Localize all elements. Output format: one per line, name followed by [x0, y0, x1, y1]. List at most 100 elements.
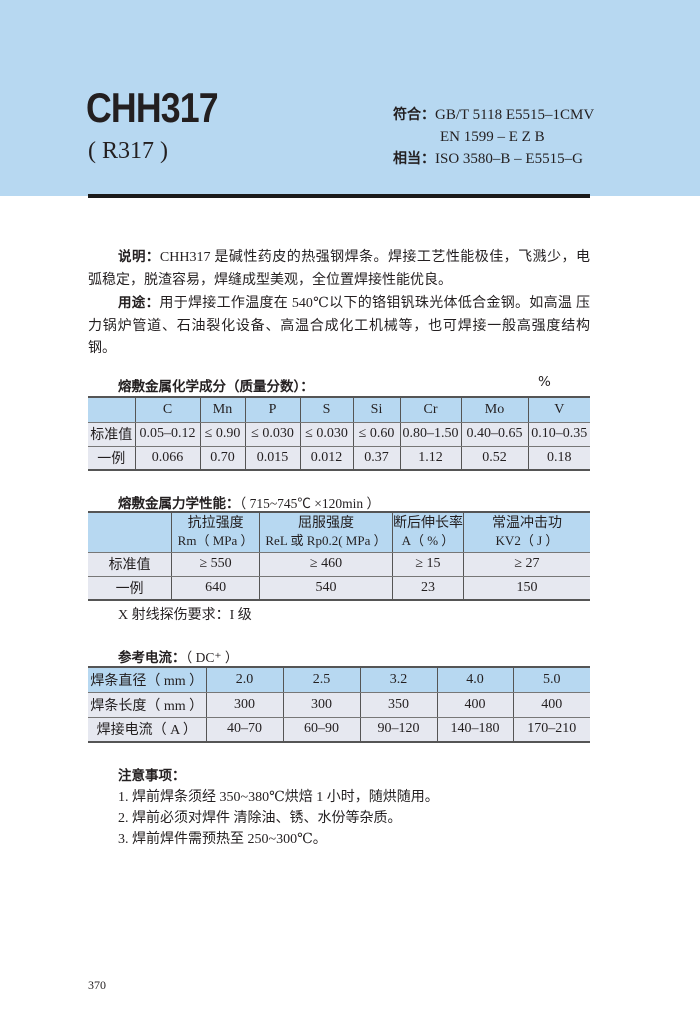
- table-cell: ≥ 550: [171, 552, 260, 577]
- table-cell: 3.2: [359, 667, 437, 693]
- table-cell: [88, 397, 135, 423]
- table-cell: 0.18: [527, 446, 590, 471]
- header-line: 常温冲击功: [491, 516, 562, 532]
- table-cell: 350: [359, 692, 437, 718]
- header-line: 抗拉强度: [187, 516, 244, 532]
- usage-label: 用途：: [118, 295, 160, 311]
- table-cell: 焊接电流（ A ）: [88, 717, 206, 743]
- header-line: 屈服强度: [298, 516, 354, 532]
- header-cell: 常温冲击功 KV2（ J ）: [462, 512, 590, 553]
- table-row: C Mn P S Si Cr Mo V: [88, 397, 590, 423]
- table-cell: 0.52: [460, 446, 528, 471]
- table-cell: 0.70: [199, 446, 245, 471]
- table-cell: 一例: [88, 446, 135, 471]
- table-row: 焊条长度（ mm ） 300 300 350 400 400: [88, 692, 590, 718]
- table-cell: 400: [436, 692, 513, 718]
- table-row: 标准值 0.05–0.12 ≤ 0.90 ≤ 0.030 ≤ 0.030 ≤ 0.60 0.…: [88, 422, 590, 447]
- conform-label: 符合：: [393, 107, 435, 123]
- table-cell: 0.015: [244, 446, 300, 471]
- table-cell: 一例: [88, 576, 172, 601]
- table-cell: Cr: [399, 397, 461, 423]
- chem-unit: %: [538, 374, 551, 390]
- table-cell: 0.37: [352, 446, 400, 471]
- table-cell: 300: [282, 692, 360, 718]
- equiv-label: 相当：: [393, 151, 435, 167]
- table-cell: 60–90: [282, 717, 360, 743]
- current-caption: 参考电流：（ DC⁺ ）: [118, 646, 238, 666]
- notes: 注意事项： 1. 焊前焊条须经 350~380℃烘焙 1 小时，随烘随用。 2.…: [118, 766, 439, 850]
- header-cell: 屈服强度 ReL 或 Rp0.2( MPa ）: [259, 512, 393, 553]
- header-line: KV2（ J ）: [495, 533, 559, 549]
- table-row: 一例 640 540 23 150: [88, 576, 590, 601]
- table-cell: 2.5: [282, 667, 360, 693]
- table-cell: C: [134, 397, 200, 423]
- header-cell: 抗拉强度 Rm（ MPa ）: [171, 512, 260, 553]
- table-row: 一例 0.066 0.70 0.015 0.012 0.37 1.12 0.52 0.18: [88, 446, 590, 471]
- table-cell: 1.12: [399, 446, 461, 471]
- description-text: CHH317 是碱性药皮的热强钢焊条。焊接工艺性能极佳，飞溅少，电弧稳定，脱渣容…: [88, 250, 590, 288]
- table-cell: 焊条直径（ mm ）: [88, 667, 206, 693]
- notes-heading: 注意事项：: [118, 768, 186, 784]
- table-header-row: 抗拉强度 Rm（ MPa ）屈服强度 ReL 或 Rp0.2( MPa ）断后伸长率…: [88, 512, 590, 553]
- table-cell: 150: [462, 576, 590, 601]
- table-cell: 4.0: [436, 667, 513, 693]
- table-cell: ≤ 0.90: [199, 422, 245, 447]
- table-cell: 焊条长度（ mm ）: [88, 692, 206, 718]
- mech-caption: 熔敷金属力学性能：（ 715~745℃ ×120min ）: [118, 492, 380, 512]
- table-cell: 0.40–0.65: [460, 422, 528, 447]
- table-cell: 0.10–0.35: [527, 422, 590, 447]
- page-number: 370: [88, 978, 106, 992]
- current-table: 焊条直径（ mm ） 2.0 2.5 3.2 4.0 5.0 焊条长度（ mm ） 300 30…: [88, 666, 590, 743]
- description-block: 说明：CHH317 是碱性药皮的热强钢焊条。焊接工艺性能极佳，飞溅少，电弧稳定，…: [88, 246, 590, 361]
- table-cell: ≥ 460: [259, 552, 393, 577]
- table-cell: ≥ 27: [462, 552, 590, 577]
- header-line: A（ % ）: [401, 533, 455, 549]
- table-row: 焊接电流（ A ） 40–70 60–90 90–120 140–180 170–210: [88, 717, 590, 743]
- header-band: [0, 0, 700, 196]
- table-cell: ≤ 0.030: [299, 422, 353, 447]
- header-rule: [88, 194, 590, 198]
- chem-table: C Mn P S Si Cr Mo V 标准值 0.05–0.12 ≤ 0.90 ≤ 0.030 ≤ 0…: [88, 396, 590, 471]
- mech-table: 抗拉强度 Rm（ MPa ）屈服强度 ReL 或 Rp0.2( MPa ）断后伸长率…: [88, 511, 590, 601]
- table-cell: 40–70: [205, 717, 283, 743]
- usage-text: 用于焊接工作温度在 540℃以下的铬钼钒珠光体低合金钢。如高温 压力锅炉管道、石…: [88, 296, 591, 356]
- table-cell: 640: [171, 576, 260, 601]
- table-cell: 标准值: [88, 552, 172, 577]
- table-cell: 0.05–0.12: [134, 422, 200, 447]
- table-cell: Si: [352, 397, 400, 423]
- table-cell: ≤ 0.60: [352, 422, 400, 447]
- current-type: （ DC⁺ ）: [185, 650, 239, 665]
- table-cell: Mo: [460, 397, 528, 423]
- table-cell: 0.012: [299, 446, 353, 471]
- table-cell: 540: [259, 576, 393, 601]
- xray-requirement: X 射线探伤要求：I 级: [118, 608, 252, 623]
- standards: 符合：GB/T 5118 E5515–1CMV EN 1599 – E Z B …: [393, 104, 594, 170]
- product-title: CHH317: [86, 84, 219, 131]
- description-label: 说明：: [118, 249, 160, 265]
- table-cell: 标准值: [88, 422, 135, 447]
- conform-1: GB/T 5118 E5515–1CMV: [435, 107, 595, 123]
- note-item: 1. 焊前焊条须经 350~380℃烘焙 1 小时，随烘随用。: [118, 790, 439, 805]
- current-caption-text: 参考电流：: [118, 650, 186, 666]
- table-cell: V: [527, 397, 590, 423]
- table-row: 标准值 ≥ 550 ≥ 460 ≥ 15 ≥ 27: [88, 552, 590, 577]
- header-line: ReL 或 Rp0.2( MPa ）: [265, 533, 387, 549]
- table-cell: 300: [205, 692, 283, 718]
- mech-condition: （ 715~745℃ ×120min ）: [239, 496, 381, 511]
- table-cell: ≥ 15: [391, 552, 464, 577]
- table-cell: 23: [391, 576, 464, 601]
- table-cell: P: [244, 397, 300, 423]
- equiv: ISO 3580–B – E5515–G: [435, 151, 583, 167]
- table-cell: ≤ 0.030: [244, 422, 300, 447]
- table-cell: Mn: [199, 397, 245, 423]
- table-cell: S: [299, 397, 353, 423]
- table-cell: 0.066: [134, 446, 200, 471]
- table-cell: 5.0: [512, 667, 590, 693]
- header-cell: 断后伸长率 A（ % ）: [391, 512, 464, 553]
- note-item: 3. 焊前焊件需预热至 250~300℃。: [118, 832, 327, 847]
- header-line: Rm（ MPa ）: [177, 533, 254, 549]
- chem-caption: 熔敷金属化学成分（质量分数）：: [118, 379, 314, 395]
- note-item: 2. 焊前必须对焊件 清除油、锈、水份等杂质。: [118, 811, 402, 826]
- table-row: 焊条直径（ mm ） 2.0 2.5 3.2 4.0 5.0: [88, 667, 590, 693]
- table-cell: 170–210: [512, 717, 590, 743]
